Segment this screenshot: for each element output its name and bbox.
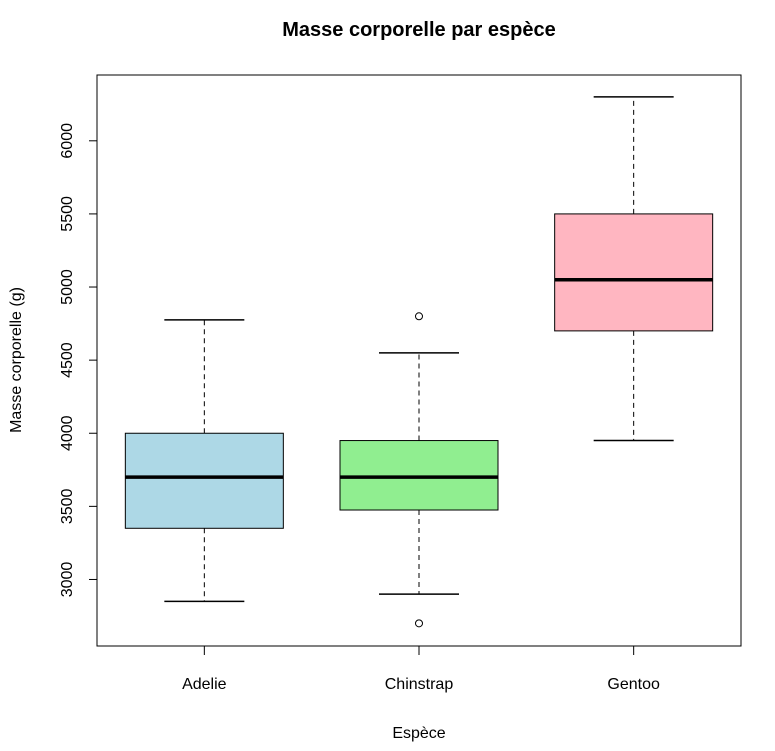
x-tick-label: Adelie (182, 676, 227, 693)
boxes-layer (124, 96, 714, 628)
y-axis: 3000 3500 4000 4500 5000 5500 6000 (59, 123, 98, 598)
y-tick-label: 5000 (59, 269, 76, 305)
y-tick-label: 3000 (59, 562, 76, 598)
outlier-point (415, 619, 423, 628)
x-tick-label: Gentoo (607, 676, 660, 693)
y-tick-label: 4500 (59, 342, 76, 378)
chart-title: Masse corporelle par espèce (282, 19, 555, 41)
y-axis-label: Masse corporelle (g) (8, 287, 25, 433)
box-adelie (124, 319, 284, 603)
box-chinstrap (339, 312, 499, 628)
x-tick-label: Chinstrap (385, 676, 454, 693)
y-tick-label: 6000 (59, 123, 76, 159)
x-axis: Adelie Chinstrap Gentoo (182, 645, 660, 693)
box-iqr (339, 440, 499, 511)
box-iqr (124, 432, 284, 529)
box-iqr (554, 213, 714, 332)
box-gentoo (554, 96, 714, 442)
y-tick-label: 5500 (59, 196, 76, 232)
y-tick-label: 3500 (59, 488, 76, 524)
y-tick-label: 4000 (59, 415, 76, 451)
plot-frame (96, 74, 742, 647)
outlier-point (415, 312, 423, 321)
x-axis-label: Espèce (392, 725, 445, 742)
